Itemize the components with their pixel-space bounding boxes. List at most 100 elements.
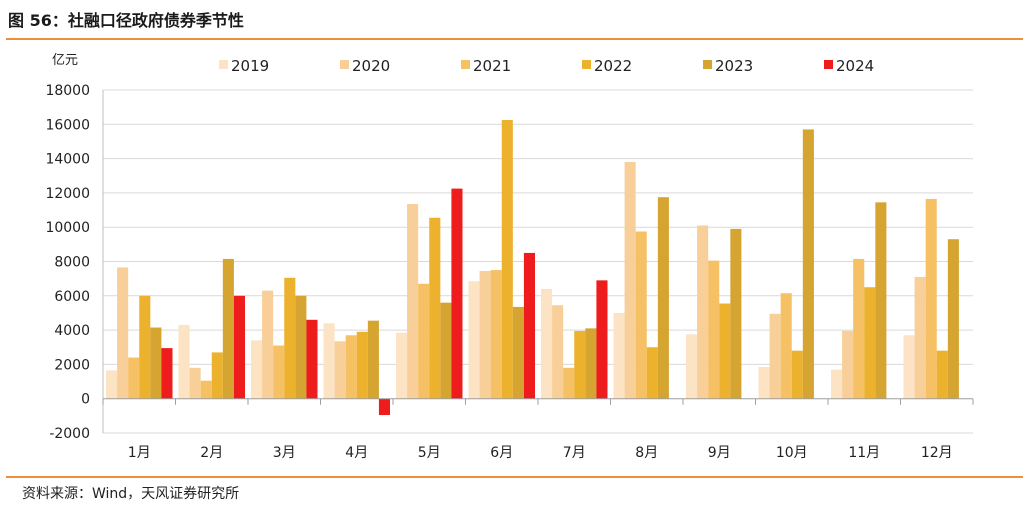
x-tick-label: 3月	[273, 445, 296, 461]
bar-2020-10	[769, 313, 781, 399]
bar-2022-6	[501, 120, 513, 399]
bar-2021-7	[563, 367, 575, 399]
axis-layer: -2000 0 2000 4000 6000 8000 10000 12000 14000 160…	[45, 53, 974, 461]
legend-label-2021: 2021	[473, 57, 511, 75]
bar-2023-3	[295, 295, 307, 399]
bar-2022-11	[864, 287, 876, 399]
y-tick-label: 10000	[45, 220, 90, 236]
bar-2019-12	[903, 335, 915, 399]
x-tick-label: 12月	[921, 445, 953, 461]
bar-2024-3	[306, 319, 318, 399]
bar-2022-5	[429, 217, 441, 399]
bar-2019-3	[251, 340, 263, 399]
bar-2023-5	[440, 302, 452, 399]
legend-label-2022: 2022	[594, 57, 632, 75]
x-tick-label: 6月	[490, 445, 513, 461]
bar-2019-1	[106, 370, 118, 399]
bar-2024-5	[451, 188, 463, 399]
y-tick-label: 12000	[45, 186, 90, 202]
bar-2022-4	[356, 331, 368, 399]
bar-2023-10	[802, 129, 814, 399]
bar-2024-2	[233, 295, 245, 399]
bar-2021-10	[780, 293, 792, 399]
grid-layer	[103, 89, 973, 434]
bar-2024-4	[378, 398, 390, 415]
source-note: 资料来源：Wind，天风证券研究所	[22, 486, 240, 502]
y-tick-label: 16000	[45, 117, 90, 133]
legend-swatch-2024	[824, 60, 833, 69]
bar-2019-10	[758, 366, 770, 399]
x-tick-label: 4月	[345, 445, 368, 461]
bar-2020-1	[117, 267, 129, 399]
figure-title: 图 56：社融口径政府债券季节性	[8, 11, 244, 30]
bar-2020-11	[842, 330, 854, 399]
y-tick-label: 14000	[45, 152, 90, 168]
legend-label-2024: 2024	[836, 57, 874, 75]
y-tick-label: 6000	[54, 289, 90, 305]
source-divider	[6, 476, 1023, 478]
bar-2020-3	[262, 290, 274, 399]
legend-swatch-2021	[461, 60, 470, 69]
bar-2022-1	[139, 295, 151, 399]
bar-2021-11	[853, 258, 865, 399]
bar-2019-7	[541, 288, 553, 399]
y-tick-label: 0	[81, 392, 90, 408]
bar-2023-6	[512, 306, 524, 399]
bar-2022-8	[646, 347, 658, 399]
bar-2019-11	[831, 369, 843, 399]
bar-2021-2	[200, 380, 212, 399]
legend-label-2019: 2019	[231, 57, 269, 75]
bar-2019-9	[686, 334, 698, 399]
bar-2020-7	[552, 305, 564, 399]
bar-2022-12	[936, 350, 948, 399]
bar-2019-5	[396, 332, 408, 399]
y-tick-label: 8000	[54, 255, 90, 271]
bar-2021-5	[418, 283, 430, 399]
y-tick-label: 4000	[54, 323, 90, 339]
bar-2021-6	[490, 270, 502, 399]
x-tick-label: 2月	[200, 445, 223, 461]
bars-layer	[106, 120, 959, 415]
bar-2022-9	[719, 303, 731, 399]
bar-2019-8	[613, 312, 625, 399]
bar-2023-8	[657, 197, 669, 399]
x-tick-label: 5月	[418, 445, 441, 461]
bar-2023-12	[947, 239, 959, 399]
bar-2020-5	[407, 204, 419, 399]
x-tick-label: 10月	[776, 445, 808, 461]
y-tick-label: -2000	[49, 426, 90, 442]
x-tick-label: 1月	[128, 445, 151, 461]
bar-2021-4	[345, 335, 357, 399]
bar-2023-7	[585, 328, 597, 399]
y-tick-label: 18000	[45, 83, 90, 99]
bar-2021-9	[708, 260, 720, 399]
bar-2024-7	[596, 280, 608, 399]
bar-2023-11	[875, 202, 887, 399]
bar-2023-9	[730, 228, 742, 399]
bar-2021-3	[273, 345, 285, 399]
legend-swatch-2022	[582, 60, 591, 69]
bar-2020-4	[334, 341, 346, 399]
legend: 2019 2020 2021 2022 2023 2024	[219, 57, 874, 75]
x-tick-label: 9月	[708, 445, 731, 461]
legend-swatch-2020	[340, 60, 349, 69]
bar-2020-12	[914, 276, 926, 399]
x-tick-label: 8月	[635, 445, 658, 461]
y-tick-label: 2000	[54, 357, 90, 373]
legend-label-2020: 2020	[352, 57, 390, 75]
legend-label-2023: 2023	[715, 57, 753, 75]
bar-2021-12	[925, 198, 937, 399]
bar-2022-10	[791, 350, 803, 399]
bar-2022-3	[284, 277, 296, 399]
legend-swatch-2019	[219, 60, 228, 69]
x-tick-label: 11月	[848, 445, 880, 461]
bar-2021-8	[635, 231, 647, 399]
bar-2024-1	[161, 348, 173, 399]
bar-2020-2	[189, 367, 201, 399]
bar-2020-8	[624, 162, 636, 399]
title-divider	[6, 38, 1023, 40]
bar-2024-6	[523, 252, 535, 399]
bar-2023-1	[150, 327, 162, 399]
bar-2023-2	[222, 258, 234, 399]
